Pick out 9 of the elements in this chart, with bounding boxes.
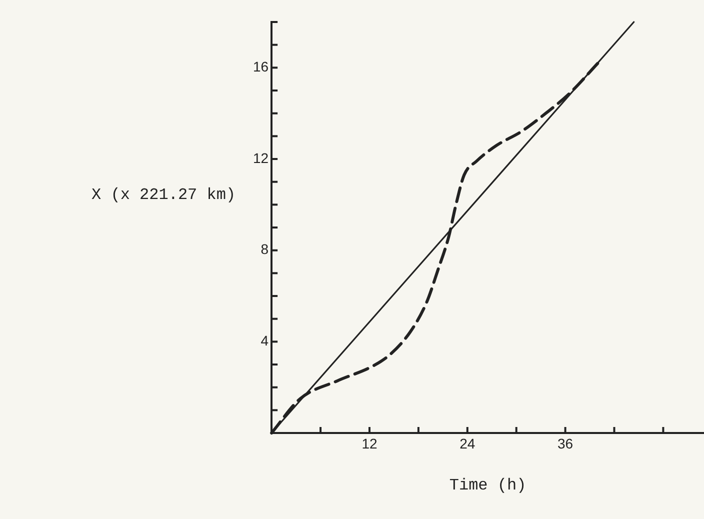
y-tick-label: 4: [260, 332, 269, 349]
x-tick-label: 12: [362, 435, 378, 452]
x-tick-label: 24: [460, 435, 476, 452]
x-axis-title: Time (h): [449, 476, 526, 495]
y-axis-title: X (x 221.27 km): [92, 186, 236, 204]
y-tick-label: 12: [252, 150, 269, 166]
y-tick-label: 8: [260, 241, 269, 258]
y-tick-label: 16: [252, 58, 269, 75]
x-tick-label: 36: [558, 435, 574, 452]
